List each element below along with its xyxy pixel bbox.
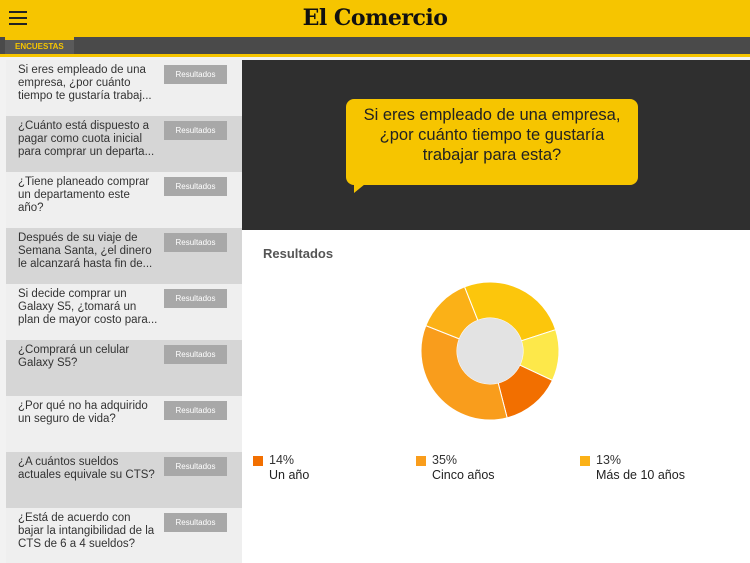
results-button[interactable]: Resultados [164, 65, 227, 84]
survey-list-item[interactable]: ¿Cuánto está dispuesto a pagar como cuot… [6, 116, 242, 172]
results-button[interactable]: Resultados [164, 401, 227, 420]
results-button[interactable]: Resultados [164, 121, 227, 140]
survey-list: Si eres empleado de una empresa, ¿por cu… [6, 60, 242, 563]
results-button[interactable]: Resultados [164, 457, 227, 476]
survey-list-item[interactable]: Después de su viaje de Semana Santa, ¿el… [6, 228, 242, 284]
survey-question: ¿A cuántos sueldos actuales equivale su … [18, 456, 155, 481]
results-button[interactable]: Resultados [164, 345, 227, 364]
survey-question: Si decide comprar un Galaxy S5, ¿tomará … [18, 288, 158, 326]
legend-swatch [253, 456, 263, 466]
survey-detail: Si eres empleado de una empresa, ¿por cu… [242, 60, 750, 563]
speech-bubble-tail [354, 180, 370, 193]
survey-question: ¿Cuánto está dispuesto a pagar como cuot… [18, 120, 155, 158]
survey-list-item[interactable]: ¿Por qué no ha adquirido un seguro de vi… [6, 396, 242, 452]
section-bar: ENCUESTAS [0, 37, 750, 57]
survey-list-item[interactable]: ¿Tiene planeado comprar un departamento … [6, 172, 242, 228]
survey-question: Si eres empleado de una empresa, ¿por cu… [18, 64, 152, 102]
survey-list-item[interactable]: Si eres empleado de una empresa, ¿por cu… [6, 60, 242, 116]
legend-swatch [416, 456, 426, 466]
results-button[interactable]: Resultados [164, 233, 227, 252]
results-button[interactable]: Resultados [164, 177, 227, 196]
top-bar: El Comercio [0, 0, 750, 37]
legend-percent: 14% [269, 453, 295, 467]
results-button[interactable]: Resultados [164, 513, 227, 532]
survey-question: Después de su viaje de Semana Santa, ¿el… [18, 232, 153, 270]
survey-list-item[interactable]: Si decide comprar un Galaxy S5, ¿tomará … [6, 284, 242, 340]
legend-label: Un año [269, 468, 310, 482]
results-heading: Resultados [263, 246, 334, 261]
survey-question: ¿Por qué no ha adquirido un seguro de vi… [18, 400, 148, 425]
survey-question: ¿Está de acuerdo con bajar la intangibil… [18, 512, 155, 550]
survey-list-item[interactable]: ¿Está de acuerdo con bajar la intangibil… [6, 508, 242, 563]
results-button[interactable]: Resultados [164, 289, 227, 308]
results-donut-chart [420, 281, 560, 421]
question-hero: Si eres empleado de una empresa, ¿por cu… [242, 60, 750, 230]
app-logo: El Comercio [302, 5, 448, 31]
hamburger-menu-icon[interactable] [9, 11, 27, 25]
survey-question: ¿Tiene planeado comprar un departamento … [18, 176, 150, 214]
survey-list-item[interactable]: ¿Comprará un celular Galaxy S5? Resultad… [6, 340, 242, 396]
question-bubble: Si eres empleado de una empresa, ¿por cu… [346, 99, 638, 185]
survey-list-item[interactable]: ¿A cuántos sueldos actuales equivale su … [6, 452, 242, 508]
survey-question: ¿Comprará un celular Galaxy S5? [18, 344, 130, 369]
legend-label: Más de 10 años [596, 468, 685, 482]
donut-center [457, 318, 523, 384]
legend-label: Cinco años [432, 468, 495, 482]
legend-percent: 35% [432, 453, 458, 467]
legend-percent: 13% [596, 453, 622, 467]
tab-encuestas[interactable]: ENCUESTAS [5, 37, 74, 57]
legend-swatch [580, 456, 590, 466]
